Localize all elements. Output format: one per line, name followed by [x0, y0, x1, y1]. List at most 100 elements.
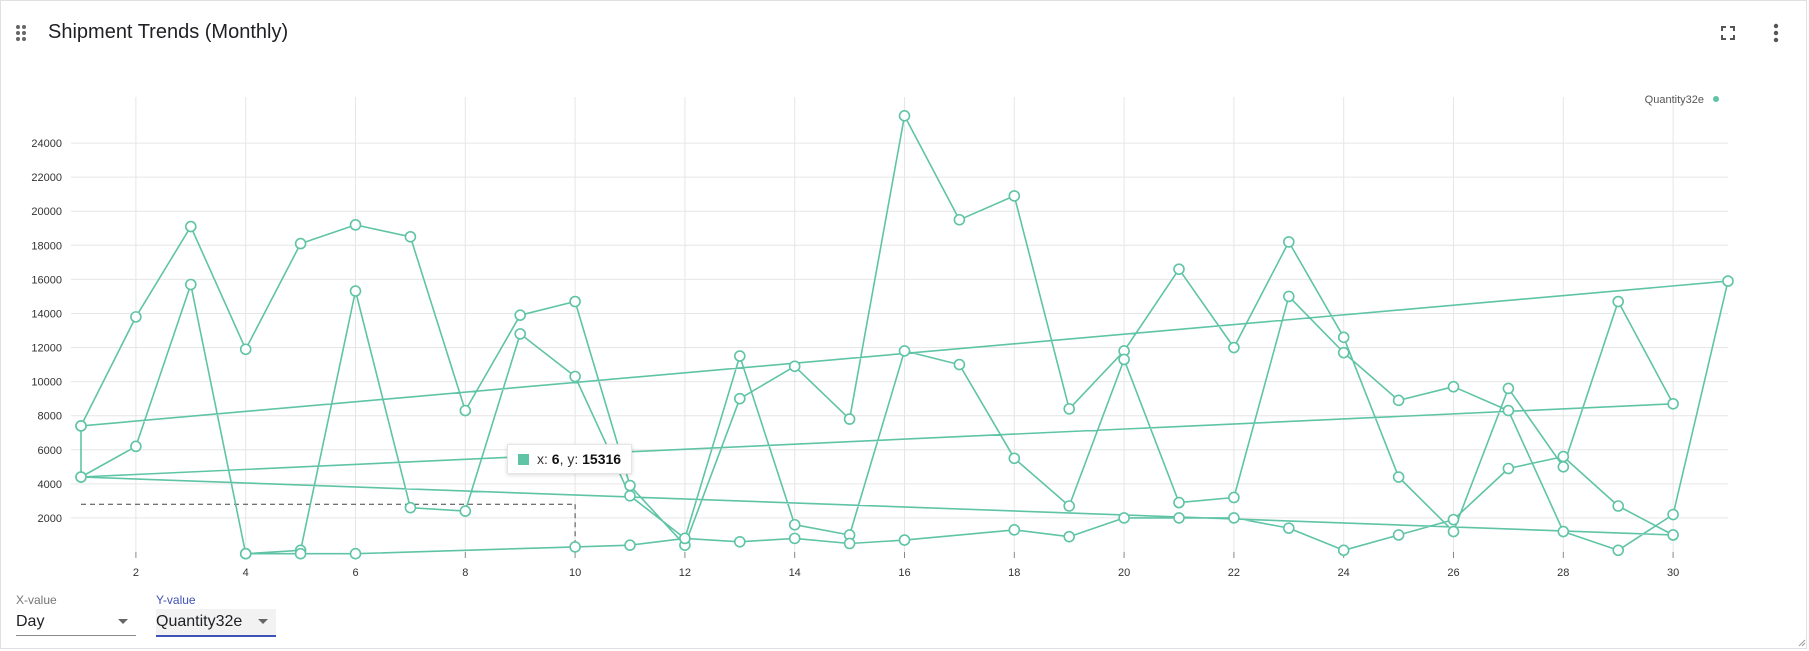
data-point[interactable]: [1447, 380, 1460, 393]
data-point[interactable]: [624, 489, 636, 502]
data-point[interactable]: [898, 110, 911, 122]
data-point[interactable]: [733, 535, 746, 548]
data-point[interactable]: [733, 350, 746, 362]
data-point[interactable]: [459, 404, 472, 417]
data-point[interactable]: [349, 547, 362, 560]
resize-handle-icon[interactable]: [1796, 637, 1806, 647]
data-point[interactable]: [75, 471, 87, 483]
data-point[interactable]: [404, 501, 417, 514]
data-point[interactable]: [1392, 471, 1405, 483]
data-point[interactable]: [459, 505, 472, 517]
data-point[interactable]: [1337, 346, 1350, 359]
more-vert-icon[interactable]: [1762, 19, 1790, 47]
data-point[interactable]: [1722, 275, 1734, 287]
data-point[interactable]: [898, 534, 911, 546]
data-point[interactable]: [788, 518, 801, 531]
data-point[interactable]: [1008, 524, 1021, 536]
data-point[interactable]: [1612, 544, 1624, 557]
data-point[interactable]: [1667, 508, 1679, 521]
data-point[interactable]: [1502, 382, 1515, 395]
data-point[interactable]: [1228, 491, 1240, 504]
x-tick-label: 22: [1228, 567, 1240, 579]
data-point[interactable]: [1228, 512, 1240, 524]
x-tick-label: 6: [352, 567, 358, 579]
data-point[interactable]: [130, 440, 142, 453]
chevron-down-icon[interactable]: [118, 619, 128, 624]
y-tick-label: 6000: [38, 445, 62, 457]
data-point[interactable]: [679, 532, 691, 545]
data-point[interactable]: [1173, 263, 1185, 275]
data-point[interactable]: [1337, 331, 1350, 344]
data-point[interactable]: [1557, 450, 1570, 463]
data-point[interactable]: [1447, 525, 1460, 538]
data-point[interactable]: [1063, 500, 1075, 512]
data-point[interactable]: [1667, 529, 1679, 541]
data-point[interactable]: [569, 295, 581, 308]
y-tick-label: 8000: [38, 411, 62, 423]
data-point[interactable]: [843, 537, 856, 550]
data-point[interactable]: [404, 230, 417, 243]
data-point[interactable]: [1557, 525, 1570, 538]
data-point[interactable]: [1283, 522, 1295, 534]
data-point[interactable]: [349, 219, 362, 231]
data-point[interactable]: [953, 213, 966, 226]
chevron-down-icon[interactable]: [258, 619, 268, 624]
data-point[interactable]: [1502, 404, 1515, 417]
data-point[interactable]: [294, 547, 307, 560]
data-point[interactable]: [1337, 544, 1350, 557]
data-point[interactable]: [1557, 461, 1570, 473]
y-value-select[interactable]: Quantity32e: [156, 609, 276, 637]
data-point[interactable]: [1612, 295, 1624, 308]
x-tick-label: 30: [1667, 567, 1679, 579]
data-point[interactable]: [1392, 529, 1405, 541]
data-point[interactable]: [514, 328, 527, 340]
y-tick-label: 10000: [31, 377, 62, 389]
data-point[interactable]: [953, 358, 966, 371]
data-point[interactable]: [788, 532, 801, 545]
data-point[interactable]: [1063, 530, 1075, 543]
data-point[interactable]: [1283, 236, 1295, 248]
data-point[interactable]: [1392, 394, 1405, 407]
data-point[interactable]: [1283, 290, 1295, 303]
y-value-selected: Quantity32e: [156, 613, 243, 630]
data-point[interactable]: [1173, 512, 1185, 524]
data-point[interactable]: [843, 413, 856, 425]
data-point[interactable]: [1008, 190, 1021, 202]
data-point[interactable]: [569, 370, 581, 383]
data-point[interactable]: [185, 220, 197, 233]
data-point[interactable]: [733, 392, 746, 405]
legend-label: Quantity32e: [1645, 94, 1704, 106]
data-point[interactable]: [1667, 397, 1679, 410]
fullscreen-icon[interactable]: [1714, 19, 1742, 47]
data-point[interactable]: [1063, 403, 1075, 415]
data-point[interactable]: [1447, 513, 1460, 526]
data-point[interactable]: [624, 479, 636, 492]
data-point[interactable]: [624, 539, 636, 551]
x-tick-label: 12: [679, 567, 691, 579]
data-point[interactable]: [185, 278, 197, 291]
data-point[interactable]: [294, 237, 307, 250]
data-point[interactable]: [1118, 353, 1130, 366]
data-point[interactable]: [349, 285, 362, 297]
data-point[interactable]: [239, 547, 252, 560]
data-point[interactable]: [898, 345, 911, 357]
data-point[interactable]: [239, 343, 252, 356]
data-point[interactable]: [569, 541, 581, 553]
data-point[interactable]: [788, 360, 801, 373]
tooltip-x-value: 6: [551, 451, 560, 467]
data-point[interactable]: [1008, 452, 1021, 465]
x-tick-label: 26: [1447, 567, 1459, 579]
data-point[interactable]: [1502, 462, 1515, 475]
data-point[interactable]: [130, 311, 142, 323]
x-value-select[interactable]: Day: [16, 609, 136, 636]
data-point[interactable]: [75, 420, 87, 432]
drag-handle-icon[interactable]: [13, 23, 29, 43]
data-point[interactable]: [1118, 512, 1130, 524]
x-tick-label: 16: [898, 567, 910, 579]
data-point[interactable]: [1173, 496, 1185, 509]
data-point[interactable]: [514, 309, 527, 321]
data-point[interactable]: [1228, 341, 1240, 354]
y-tick-label: 20000: [31, 206, 62, 218]
tooltip-y-label: , y:: [559, 451, 583, 467]
data-point[interactable]: [1612, 500, 1624, 512]
